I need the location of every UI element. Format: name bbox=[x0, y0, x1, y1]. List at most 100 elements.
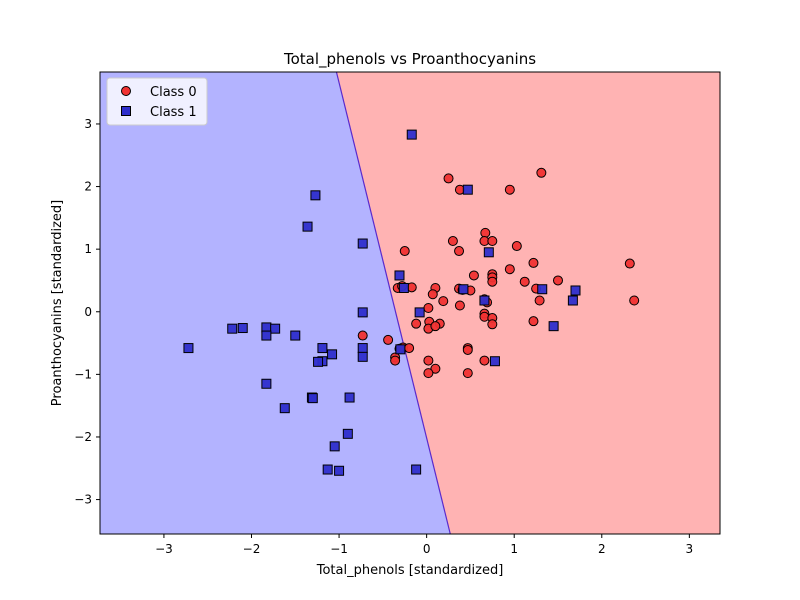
class-1-point bbox=[406, 129, 417, 140]
legend-marker-class-1 bbox=[121, 106, 131, 116]
class-0-point bbox=[624, 258, 635, 269]
class-1-point bbox=[398, 282, 409, 293]
class-1-point bbox=[411, 464, 422, 475]
class-1-point bbox=[483, 247, 494, 258]
y-axis-label: Proanthocyanins [standardized] bbox=[50, 200, 65, 406]
class-1-point bbox=[395, 344, 406, 355]
class-1-point bbox=[327, 349, 338, 360]
class-1-point bbox=[462, 184, 473, 195]
x-tick-label: −1 bbox=[330, 542, 348, 556]
class-1-point bbox=[489, 356, 500, 367]
class-1-point bbox=[290, 330, 301, 341]
class-0-point bbox=[447, 236, 458, 247]
class-1-points bbox=[183, 129, 581, 476]
class-1-point bbox=[394, 270, 405, 281]
legend-box bbox=[106, 77, 208, 126]
class-0-point bbox=[454, 246, 465, 257]
class-1-point bbox=[357, 351, 368, 362]
plot-frame bbox=[99, 71, 721, 535]
class-1-point bbox=[307, 393, 318, 404]
class-1-point bbox=[458, 284, 469, 295]
class-0-point bbox=[423, 355, 434, 366]
class-1-point bbox=[357, 343, 368, 354]
class-0-point bbox=[430, 363, 441, 374]
x-axis-label: Total_phenols [standardized] bbox=[316, 563, 504, 578]
class-1-point bbox=[357, 238, 368, 249]
class-0-point bbox=[404, 343, 415, 354]
y-tick-label: 2 bbox=[84, 180, 92, 194]
y-tick-label: −3 bbox=[74, 493, 92, 507]
class-0-point bbox=[390, 355, 401, 366]
class-1-point bbox=[537, 284, 548, 295]
chart-title: Total_phenols vs Proanthocyanins bbox=[283, 50, 536, 69]
class-1-point bbox=[310, 190, 321, 201]
class-0-point bbox=[519, 276, 530, 287]
class-1-point bbox=[329, 441, 340, 452]
class-0-point bbox=[534, 295, 545, 306]
class-1-point bbox=[183, 343, 194, 354]
class-1-point bbox=[344, 392, 355, 403]
class-0-point bbox=[462, 368, 473, 379]
plot-area bbox=[100, 71, 720, 535]
class-1-point bbox=[322, 464, 333, 475]
x-tick-label: 3 bbox=[686, 542, 694, 556]
class-1-point bbox=[548, 321, 559, 332]
class-1-point bbox=[313, 356, 324, 367]
y-axis-ticks: −3 −2 −1 0 1 2 3 bbox=[74, 117, 100, 507]
class-1-point bbox=[261, 378, 272, 389]
class-1-point bbox=[414, 307, 425, 318]
class-1-decision-region bbox=[100, 72, 451, 534]
y-tick-label: 1 bbox=[84, 242, 92, 256]
class-0-decision-region bbox=[336, 72, 720, 534]
class-1-point bbox=[261, 330, 272, 341]
class-1-point bbox=[570, 285, 581, 296]
class-1-point bbox=[279, 403, 290, 414]
x-tick-label: 1 bbox=[510, 542, 518, 556]
class-0-point bbox=[528, 316, 539, 327]
x-tick-label: 0 bbox=[423, 542, 431, 556]
class-0-point bbox=[468, 270, 479, 281]
class-0-point bbox=[511, 241, 522, 252]
class-1-point bbox=[342, 428, 353, 439]
class-0-point bbox=[438, 296, 449, 307]
class-1-point bbox=[270, 323, 281, 334]
x-tick-label: 2 bbox=[598, 542, 606, 556]
class-1-point bbox=[567, 295, 578, 306]
class-0-point bbox=[480, 227, 491, 238]
class-0-point bbox=[399, 246, 410, 257]
y-tick-label: −2 bbox=[74, 430, 92, 444]
x-tick-label: −2 bbox=[243, 542, 261, 556]
y-tick-label: −1 bbox=[74, 367, 92, 381]
class-1-point bbox=[227, 323, 238, 334]
class-0-point bbox=[423, 368, 434, 379]
class-0-point bbox=[528, 257, 539, 268]
class-0-point bbox=[427, 289, 438, 300]
legend-label-class-0: Class 0 bbox=[150, 85, 197, 100]
class-1-point bbox=[237, 323, 248, 334]
class-1-point bbox=[334, 465, 345, 476]
class-0-point bbox=[629, 295, 640, 306]
class-0-point bbox=[443, 173, 454, 184]
class-0-point bbox=[357, 330, 368, 341]
class-1-point bbox=[302, 221, 313, 232]
x-tick-label: −3 bbox=[155, 542, 173, 556]
class-0-point bbox=[504, 264, 515, 275]
y-tick-label: 3 bbox=[84, 117, 92, 131]
class-0-point bbox=[462, 344, 473, 355]
class-0-point bbox=[423, 303, 434, 314]
class-0-point bbox=[479, 355, 490, 366]
class-0-point bbox=[504, 184, 515, 195]
legend-label-class-1: Class 1 bbox=[150, 105, 197, 120]
x-axis-ticks: −3 −2 −1 0 1 2 3 bbox=[155, 534, 693, 556]
class-0-point bbox=[536, 167, 547, 178]
class-0-point bbox=[411, 318, 422, 329]
legend: Class 0 Class 1 bbox=[106, 77, 208, 126]
class-0-point bbox=[487, 319, 498, 330]
class-1-point bbox=[479, 295, 490, 306]
class-1-point bbox=[357, 307, 368, 318]
class-1-point bbox=[317, 343, 328, 354]
class-0-point bbox=[430, 321, 441, 332]
class-0-point bbox=[552, 275, 563, 286]
class-0-point bbox=[383, 334, 394, 345]
